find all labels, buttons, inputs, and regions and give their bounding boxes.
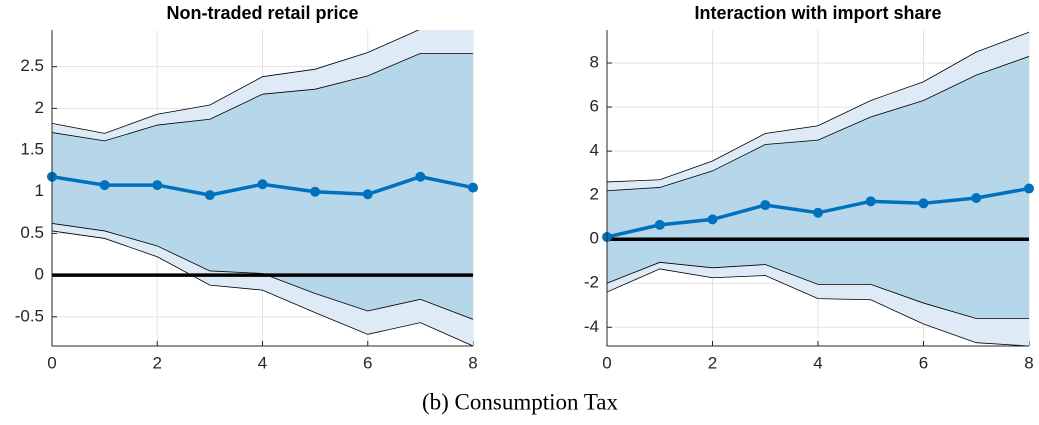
estimate-point [760,200,771,211]
x-tick-label: 6 [363,353,372,372]
y-tick-label: 0.5 [20,223,44,242]
x-tick-label: 0 [602,353,611,372]
estimate-point [707,214,718,225]
estimate-point [257,179,268,190]
band-lower-edge [607,268,1029,346]
x-tick-label: 4 [258,353,267,372]
band-upper-edge [52,52,473,142]
estimate-point [971,193,982,204]
x-tick-label: 2 [708,353,717,372]
estimate-point [99,180,110,191]
x-tick-label: 4 [813,353,822,372]
band-upper-edge [607,31,1029,183]
x-tick-label: 2 [153,353,162,372]
y-tick-label: 4 [590,141,599,160]
y-tick-label: -4 [584,317,599,336]
estimate-point [204,190,215,201]
chart-title: Non-traded retail price [166,3,358,23]
estimate-point [152,180,163,191]
estimate-point [362,189,373,200]
x-tick-label: 6 [919,353,928,372]
estimate-point [654,219,665,230]
band-lower-edge [52,230,473,346]
x-tick-label: 8 [468,353,477,372]
y-tick-label: -2 [584,273,599,292]
band-lower-edge [607,261,1029,319]
estimate-point [1024,183,1034,194]
confidence-band [607,56,1029,319]
axis [51,30,473,347]
y-tick-label: 8 [590,53,599,72]
axis [606,30,1029,347]
x-tick-label: 8 [1024,353,1033,372]
y-tick-label: 0 [35,265,44,284]
y-tick-label: 2 [35,98,44,117]
y-tick-label: 0 [590,229,599,248]
estimate-point [415,171,426,182]
chart-title: Interaction with import share [694,3,941,23]
y-tick-label: 6 [590,97,599,116]
band-upper-edge [52,30,420,134]
estimate-point [310,186,321,197]
y-tick-label: 2 [590,185,599,204]
y-tick-label: 1 [35,181,44,200]
estimate-point [918,198,929,209]
estimate-point [813,207,823,218]
x-tick-label: 0 [47,353,56,372]
y-tick-label: -0.5 [15,306,44,325]
y-tick-label: 1.5 [20,140,44,159]
estimate-point [865,196,876,207]
band-upper-edge [607,56,1029,192]
estimate-point [468,182,478,193]
y-tick-label: 2.5 [20,56,44,75]
caption: (b) Consumption Tax [422,389,619,414]
